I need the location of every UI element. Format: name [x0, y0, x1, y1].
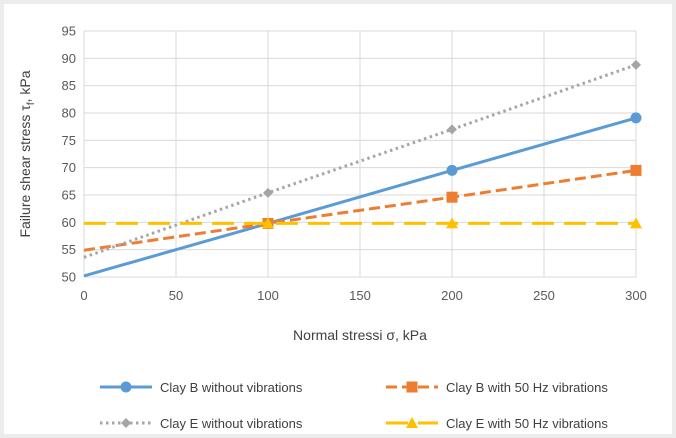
- legend-label: Clay E without vibrations: [160, 416, 303, 431]
- series-2: [83, 164, 642, 252]
- x-tick-label: 250: [533, 288, 555, 303]
- legend-swatch-marker: [121, 418, 131, 428]
- data-point-marker: [447, 124, 457, 135]
- data-point-marker: [446, 191, 458, 203]
- y-tick-labels: 50 55 60 65 70 75 80 85 90 95: [62, 24, 76, 285]
- y-tick-label: 55: [62, 242, 76, 257]
- x-tick-label: 50: [169, 288, 183, 303]
- series-line: [83, 63, 637, 259]
- x-tick-labels: 0 50 100 150 200 250 300: [80, 288, 646, 303]
- series-line: [83, 168, 637, 252]
- x-axis-title: Normal stressi σ, kPa: [293, 327, 427, 343]
- legend-swatch-marker: [406, 381, 418, 393]
- series-line: [83, 116, 637, 278]
- legend-swatch-marker: [406, 417, 418, 428]
- legend-swatch-marker: [120, 381, 132, 393]
- x-tick-label: 100: [257, 288, 279, 303]
- series-group: [83, 59, 642, 278]
- data-point-marker: [630, 112, 642, 124]
- data-point-marker: [631, 59, 641, 70]
- data-point-marker: [630, 217, 642, 229]
- y-tick-label: 85: [62, 78, 76, 93]
- series-1: [83, 112, 642, 278]
- legend-label: Clay B with 50 Hz vibrations: [446, 380, 608, 395]
- chart-card: 50 55 60 65 70 75 80 85 90 95 0 50 100 150 200 250 300 …: [4, 4, 672, 434]
- grid: [83, 30, 637, 278]
- y-axis-title-subscript: f: [26, 102, 37, 105]
- data-point-marker: [446, 164, 458, 176]
- y-tick-label: 75: [62, 133, 76, 148]
- x-tick-label: 150: [349, 288, 371, 303]
- data-point-marker: [262, 217, 274, 229]
- y-tick-label: 60: [62, 215, 76, 230]
- y-tick-label: 65: [62, 188, 76, 203]
- x-tick-label: 300: [625, 288, 647, 303]
- legend-item: Clay B without vibrations: [100, 380, 303, 395]
- y-axis-title-main: Failure shear stress τ: [17, 105, 33, 238]
- legend-label: Clay E with 50 Hz vibrations: [446, 416, 608, 431]
- x-tick-label: 200: [441, 288, 463, 303]
- series-4: [84, 217, 642, 229]
- legend-item: Clay E without vibrations: [100, 416, 303, 431]
- y-axis-title-unit: , kPa: [17, 70, 33, 102]
- data-point-marker: [446, 217, 458, 229]
- legend-item: Clay E with 50 Hz vibrations: [386, 416, 608, 431]
- y-tick-label: 95: [62, 24, 76, 39]
- y-tick-label: 50: [62, 270, 76, 285]
- y-tick-label: 70: [62, 160, 76, 175]
- y-axis-title: Failure shear stress τf, kPa: [17, 70, 37, 237]
- y-tick-label: 80: [62, 106, 76, 121]
- series-3: [83, 59, 641, 259]
- legend: Clay B without vibrations Clay B with 50 …: [100, 380, 608, 431]
- data-point-marker: [630, 164, 642, 176]
- y-tick-label: 90: [62, 51, 76, 66]
- legend-item: Clay B with 50 Hz vibrations: [386, 380, 608, 395]
- x-tick-label: 0: [80, 288, 87, 303]
- data-point-marker: [263, 187, 273, 198]
- legend-label: Clay B without vibrations: [160, 380, 303, 395]
